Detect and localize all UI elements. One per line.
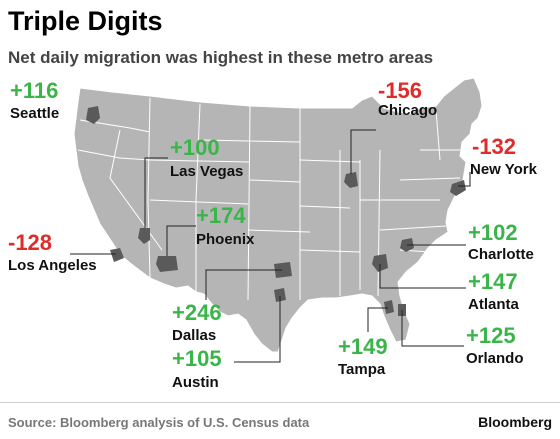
metro-name-orlando: Orlando bbox=[466, 350, 524, 367]
metro-name-los-angeles: Los Angeles bbox=[8, 257, 97, 274]
metro-atlanta bbox=[372, 254, 388, 272]
metro-value-chicago: -156 bbox=[378, 78, 423, 103]
metro-name-tampa: Tampa bbox=[338, 361, 386, 378]
metro-phoenix bbox=[156, 256, 178, 272]
metro-value-charlotte: +102 bbox=[468, 220, 518, 245]
metro-name-phoenix: Phoenix bbox=[196, 231, 255, 248]
metro-name-dallas: Dallas bbox=[172, 327, 217, 344]
metro-name-las-vegas: Las Vegas bbox=[170, 163, 244, 180]
leader-lines bbox=[70, 129, 471, 363]
leader-orlando bbox=[401, 310, 464, 347]
leader-new-york bbox=[458, 172, 471, 187]
metro-value-phoenix: +174 bbox=[196, 203, 246, 228]
leader-dallas bbox=[205, 269, 282, 300]
leader-phoenix bbox=[166, 225, 196, 256]
metro-value-dallas: +246 bbox=[172, 300, 222, 325]
metro-name-new-york: New York bbox=[470, 161, 537, 178]
metro-value-los-angeles: -128 bbox=[8, 230, 53, 255]
metro-value-seattle: +116 bbox=[10, 78, 59, 103]
chart-title: Triple Digits bbox=[8, 6, 163, 36]
us-map-land bbox=[73, 77, 483, 353]
metro-name-charlotte: Charlotte bbox=[468, 246, 534, 263]
metro-value-new-york: -132 bbox=[472, 134, 517, 159]
leader-las-vegas bbox=[144, 157, 168, 228]
metro-austin bbox=[274, 288, 286, 302]
chart-subtitle: Net daily migration was highest in these… bbox=[8, 48, 434, 67]
leader-chicago bbox=[350, 129, 376, 174]
metro-chicago bbox=[344, 172, 358, 188]
metro-seattle bbox=[86, 106, 100, 124]
leader-austin bbox=[234, 296, 281, 363]
metro-value-las-vegas: +100 bbox=[170, 135, 220, 160]
metro-los-angeles bbox=[110, 248, 124, 262]
source-note: Source: Bloomberg analysis of U.S. Censu… bbox=[8, 415, 310, 430]
metro-value-tampa: +149 bbox=[338, 334, 388, 359]
metro-dallas bbox=[274, 262, 292, 278]
metro-name-seattle: Seattle bbox=[10, 105, 60, 122]
metro-areas bbox=[86, 106, 466, 316]
brand-logo: Bloomberg bbox=[478, 414, 552, 430]
leader-tampa bbox=[367, 307, 388, 332]
metro-name-chicago: Chicago bbox=[378, 102, 438, 119]
metro-value-atlanta: +147 bbox=[468, 269, 518, 294]
metro-value-austin: +105 bbox=[172, 346, 222, 371]
metro-new-york bbox=[450, 180, 466, 196]
metro-tampa bbox=[384, 300, 394, 314]
metro-name-atlanta: Atlanta bbox=[468, 296, 519, 313]
footer-divider bbox=[0, 402, 560, 403]
metro-name-austin: Austin bbox=[172, 374, 219, 391]
leader-atlanta bbox=[379, 264, 466, 289]
metro-value-orlando: +125 bbox=[466, 323, 516, 348]
metro-las-vegas bbox=[138, 228, 150, 244]
